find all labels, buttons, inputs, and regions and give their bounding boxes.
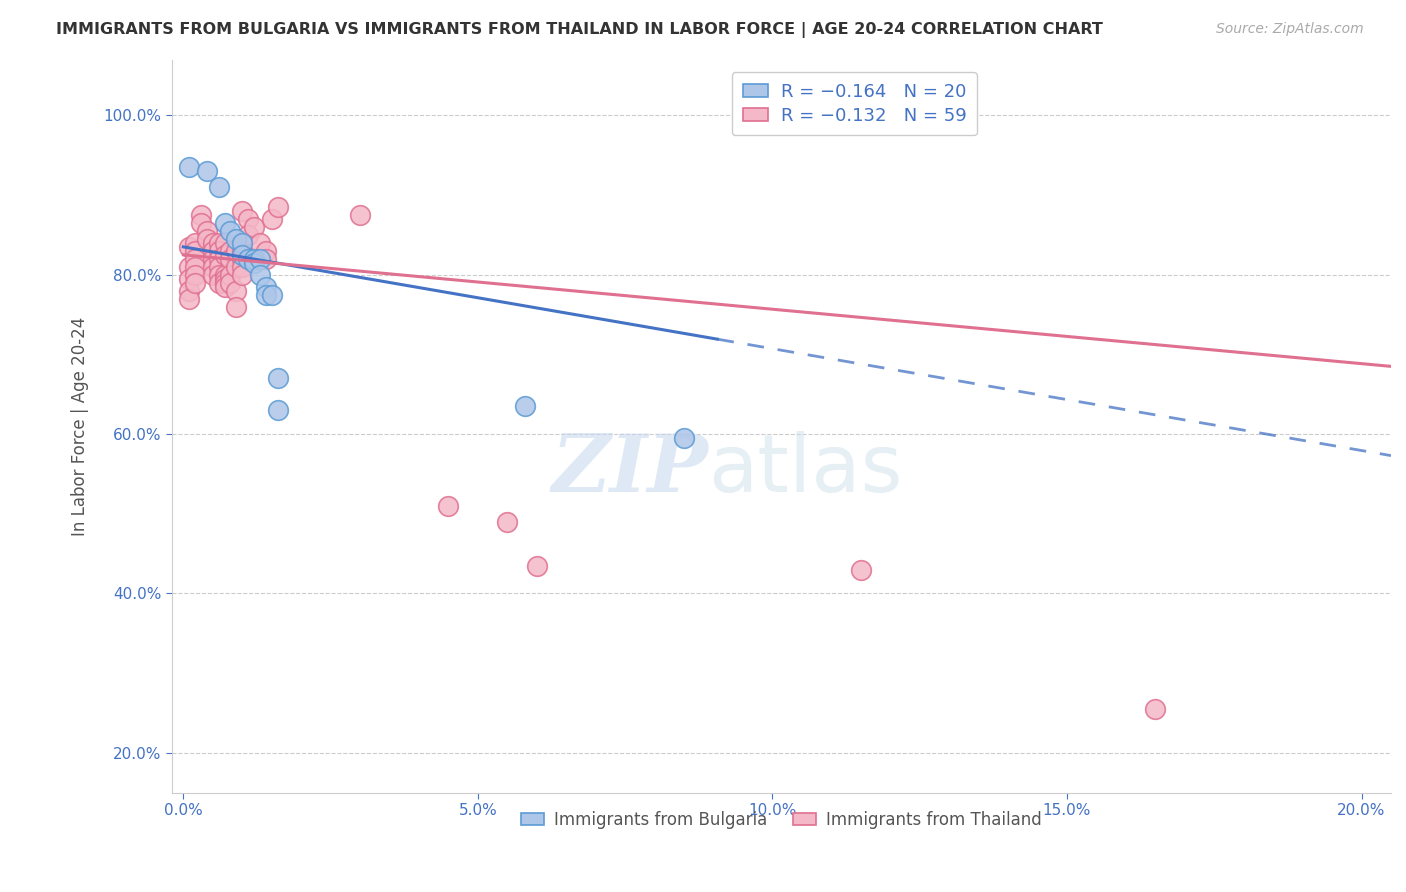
Point	[208, 180, 231, 194]
Point	[201, 235, 224, 250]
Point	[184, 252, 207, 266]
Point	[184, 244, 207, 258]
Point	[214, 279, 236, 293]
Point	[179, 271, 201, 285]
Point	[249, 235, 271, 250]
Point	[208, 235, 231, 250]
Point	[231, 248, 253, 262]
Text: atlas: atlas	[709, 431, 903, 509]
Point	[201, 268, 224, 282]
Point	[266, 200, 288, 214]
Point	[260, 287, 283, 301]
Point	[190, 208, 212, 222]
Point	[266, 403, 288, 417]
Point	[208, 244, 231, 258]
Point	[225, 232, 247, 246]
Point	[208, 268, 231, 282]
Point	[254, 279, 277, 293]
Point	[219, 252, 242, 266]
Point	[254, 252, 277, 266]
Point	[184, 260, 207, 274]
Point	[1144, 702, 1167, 716]
Point	[219, 268, 242, 282]
Point	[184, 276, 207, 290]
Point	[513, 399, 536, 413]
Point	[214, 248, 236, 262]
Point	[231, 204, 253, 219]
Point	[184, 268, 207, 282]
Point	[243, 252, 266, 266]
Point	[201, 252, 224, 266]
Point	[236, 211, 259, 226]
Y-axis label: In Labor Force | Age 20-24: In Labor Force | Age 20-24	[72, 317, 89, 536]
Point	[496, 515, 519, 529]
Point	[225, 284, 247, 298]
Legend: Immigrants from Bulgaria, Immigrants from Thailand: Immigrants from Bulgaria, Immigrants fro…	[515, 805, 1049, 836]
Text: IMMIGRANTS FROM BULGARIA VS IMMIGRANTS FROM THAILAND IN LABOR FORCE | AGE 20-24 : IMMIGRANTS FROM BULGARIA VS IMMIGRANTS F…	[56, 22, 1104, 38]
Point	[526, 558, 548, 573]
Point	[231, 235, 253, 250]
Text: Source: ZipAtlas.com: Source: ZipAtlas.com	[1216, 22, 1364, 37]
Point	[437, 499, 460, 513]
Point	[179, 160, 201, 174]
Point	[260, 211, 283, 226]
Point	[214, 268, 236, 282]
Point	[231, 252, 253, 266]
Point	[231, 260, 253, 274]
Point	[231, 244, 253, 258]
Point	[190, 216, 212, 230]
Point	[249, 268, 271, 282]
Point	[225, 300, 247, 314]
Point	[214, 216, 236, 230]
Point	[214, 271, 236, 285]
Point	[195, 232, 218, 246]
Point	[201, 260, 224, 274]
Point	[208, 260, 231, 274]
Point	[254, 287, 277, 301]
Point	[236, 252, 259, 266]
Point	[208, 276, 231, 290]
Point	[201, 244, 224, 258]
Point	[249, 252, 271, 266]
Point	[179, 284, 201, 298]
Point	[219, 244, 242, 258]
Text: ZIP: ZIP	[551, 432, 709, 508]
Point	[208, 252, 231, 266]
Point	[673, 431, 696, 445]
Point	[243, 219, 266, 234]
Point	[184, 235, 207, 250]
Point	[225, 244, 247, 258]
Point	[231, 268, 253, 282]
Point	[214, 276, 236, 290]
Point	[236, 227, 259, 242]
Point	[219, 224, 242, 238]
Point	[179, 292, 201, 306]
Point	[179, 240, 201, 254]
Point	[219, 276, 242, 290]
Point	[266, 371, 288, 385]
Point	[179, 260, 201, 274]
Point	[349, 208, 371, 222]
Point	[225, 260, 247, 274]
Point	[254, 244, 277, 258]
Point	[195, 224, 218, 238]
Point	[214, 235, 236, 250]
Point	[243, 256, 266, 270]
Point	[195, 164, 218, 178]
Point	[849, 563, 872, 577]
